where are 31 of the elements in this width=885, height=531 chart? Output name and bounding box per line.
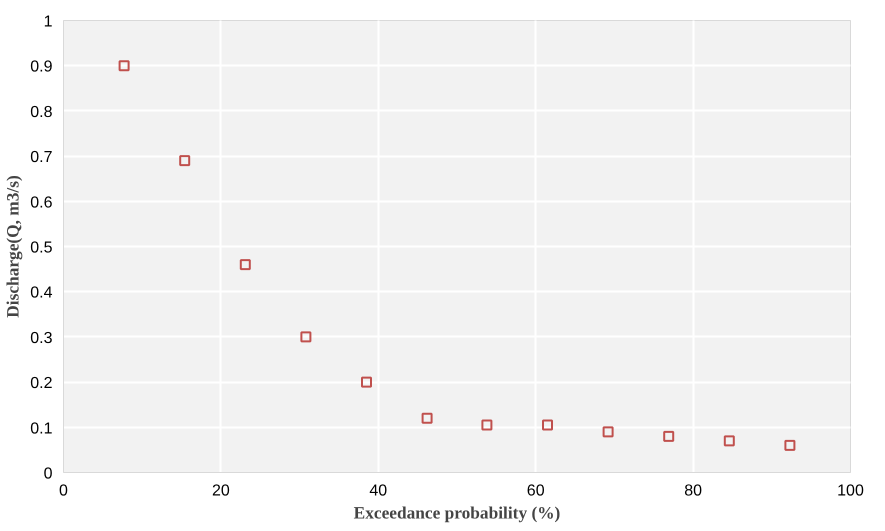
x-tick-label: 80 — [684, 482, 702, 500]
point — [118, 60, 130, 72]
y-tick-label: 0.2 — [30, 375, 53, 392]
point — [602, 426, 614, 438]
point — [663, 430, 674, 442]
y-tick-label: 1 — [44, 14, 53, 30]
y-tick-label: 0.6 — [30, 194, 53, 212]
y-axis-title: Discharge(Q, m3/s) — [3, 175, 22, 318]
y-tick-label: 0.9 — [30, 58, 53, 76]
x-tick-label: 0 — [59, 482, 68, 500]
y-tick-label: 0.3 — [30, 330, 53, 347]
y-tick-label: 0.1 — [30, 420, 53, 438]
point — [724, 435, 735, 446]
x-tick-label: 40 — [369, 482, 388, 500]
point — [240, 259, 251, 270]
x-axis-title: Exceedance probability (%) — [354, 504, 561, 522]
y-tick-label: 0 — [44, 466, 53, 482]
point — [300, 331, 312, 342]
point — [179, 155, 190, 166]
x-tick-label: 60 — [526, 482, 545, 500]
y-tick-label: 0.8 — [30, 104, 53, 121]
y-tick-label: 0.4 — [30, 284, 53, 302]
point — [784, 440, 796, 451]
x-tick-label: 20 — [212, 482, 230, 500]
point — [481, 420, 492, 431]
point — [422, 412, 433, 424]
y-tick-label: 0.5 — [30, 240, 53, 256]
point — [542, 420, 554, 431]
point — [360, 376, 372, 388]
x-tick-label: 100 — [837, 482, 864, 500]
y-tick-label: 0.7 — [30, 149, 53, 166]
